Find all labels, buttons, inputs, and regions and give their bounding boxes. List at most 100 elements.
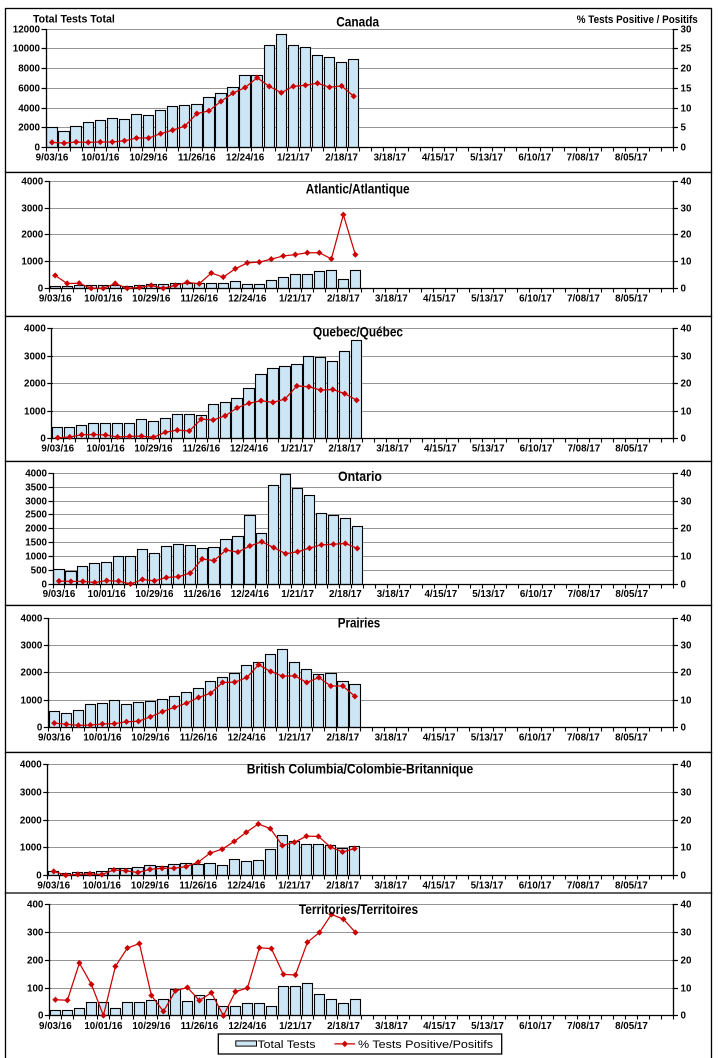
svg-text:9/03/16: 9/03/16	[36, 153, 69, 164]
svg-text:10: 10	[681, 407, 692, 418]
svg-text:8/05/17: 8/05/17	[615, 881, 648, 892]
svg-text:40: 40	[681, 324, 692, 335]
svg-text:0: 0	[681, 143, 687, 154]
svg-text:20: 20	[681, 956, 692, 967]
svg-text:10/29/16: 10/29/16	[129, 153, 168, 164]
svg-text:3000: 3000	[24, 352, 46, 363]
svg-text:0: 0	[37, 723, 43, 734]
svg-text:7/08/17: 7/08/17	[567, 293, 600, 304]
svg-text:2000: 2000	[20, 816, 42, 827]
svg-text:Total Tests: Total Tests	[258, 1039, 316, 1051]
svg-text:6/10/17: 6/10/17	[519, 733, 552, 744]
svg-text:8/05/17: 8/05/17	[615, 153, 648, 164]
svg-text:12/24/16: 12/24/16	[228, 293, 267, 304]
svg-text:9/03/16: 9/03/16	[41, 444, 74, 455]
svg-text:0: 0	[40, 434, 46, 445]
svg-text:6000: 6000	[18, 84, 40, 95]
svg-text:0: 0	[35, 143, 41, 154]
svg-text:Quebec/Québec: Quebec/Québec	[313, 325, 403, 340]
svg-text:11/26/16: 11/26/16	[178, 153, 216, 164]
svg-text:1/21/17: 1/21/17	[279, 1021, 312, 1032]
svg-text:0: 0	[681, 723, 687, 734]
svg-text:2/18/17: 2/18/17	[327, 1021, 360, 1032]
svg-text:Ontario: Ontario	[338, 469, 382, 484]
svg-text:4000: 4000	[21, 614, 43, 625]
svg-text:10: 10	[681, 257, 692, 268]
svg-text:11/26/16: 11/26/16	[181, 1021, 219, 1032]
svg-text:10/01/16: 10/01/16	[83, 881, 122, 892]
svg-text:30: 30	[681, 25, 692, 36]
svg-text:3/18/17: 3/18/17	[375, 733, 408, 744]
svg-text:3/18/17: 3/18/17	[377, 589, 410, 600]
svg-text:6/10/17: 6/10/17	[520, 589, 553, 600]
svg-text:1500: 1500	[25, 538, 47, 549]
svg-text:9/03/16: 9/03/16	[39, 1021, 72, 1032]
svg-text:10/01/16: 10/01/16	[88, 589, 127, 600]
svg-text:2/18/17: 2/18/17	[327, 733, 360, 744]
svg-text:10/01/16: 10/01/16	[81, 153, 120, 164]
svg-text:1000: 1000	[20, 843, 42, 854]
svg-text:4/15/17: 4/15/17	[423, 293, 456, 304]
svg-text:10: 10	[681, 984, 692, 995]
svg-text:5/13/17: 5/13/17	[472, 589, 505, 600]
svg-text:20: 20	[681, 64, 692, 75]
svg-text:7/08/17: 7/08/17	[567, 1021, 600, 1032]
svg-text:2000: 2000	[21, 668, 43, 679]
svg-text:20: 20	[681, 379, 692, 390]
svg-text:2/18/17: 2/18/17	[329, 589, 362, 600]
svg-text:20: 20	[681, 524, 692, 535]
svg-text:3500: 3500	[25, 483, 47, 494]
svg-text:2/18/17: 2/18/17	[327, 293, 360, 304]
svg-text:6/10/17: 6/10/17	[520, 444, 553, 455]
svg-text:300: 300	[27, 928, 44, 939]
svg-text:3000: 3000	[21, 204, 43, 215]
svg-text:10/29/16: 10/29/16	[131, 881, 170, 892]
svg-text:400: 400	[27, 900, 44, 911]
svg-text:10/01/16: 10/01/16	[87, 444, 126, 455]
svg-text:4000: 4000	[25, 469, 47, 480]
svg-text:11/26/16: 11/26/16	[180, 733, 218, 744]
svg-text:6/10/17: 6/10/17	[518, 153, 551, 164]
svg-text:3/18/17: 3/18/17	[374, 881, 407, 892]
svg-text:0: 0	[42, 580, 48, 591]
svg-text:11/26/16: 11/26/16	[179, 881, 217, 892]
svg-text:Atlantic/Atlantique: Atlantic/Atlantique	[306, 182, 410, 197]
svg-text:0: 0	[681, 434, 687, 445]
svg-text:10: 10	[681, 552, 692, 563]
svg-text:30: 30	[681, 928, 692, 939]
svg-text:5/13/17: 5/13/17	[471, 733, 504, 744]
svg-text:30: 30	[681, 204, 692, 215]
svg-text:5/13/17: 5/13/17	[471, 1021, 504, 1032]
svg-text:11/26/16: 11/26/16	[183, 589, 221, 600]
svg-text:3/18/17: 3/18/17	[374, 153, 407, 164]
svg-text:% Tests Positive / Positifs: % Tests Positive / Positifs	[577, 14, 698, 26]
svg-text:Total Tests Total: Total Tests Total	[33, 13, 115, 25]
svg-text:8/05/17: 8/05/17	[615, 733, 648, 744]
svg-text:0: 0	[38, 284, 44, 295]
svg-text:2500: 2500	[25, 510, 47, 521]
svg-text:4/15/17: 4/15/17	[423, 1021, 456, 1032]
svg-text:10000: 10000	[13, 44, 41, 55]
svg-text:2000: 2000	[18, 123, 40, 134]
svg-text:0: 0	[681, 580, 687, 591]
svg-text:1/21/17: 1/21/17	[278, 733, 311, 744]
svg-text:20: 20	[681, 816, 692, 827]
svg-text:Canada: Canada	[336, 14, 379, 29]
svg-text:7/08/17: 7/08/17	[567, 733, 600, 744]
svg-text:4/15/17: 4/15/17	[423, 733, 456, 744]
svg-text:12/24/16: 12/24/16	[227, 881, 266, 892]
svg-text:20: 20	[681, 230, 692, 241]
svg-text:6/10/17: 6/10/17	[519, 881, 552, 892]
svg-text:1000: 1000	[21, 257, 43, 268]
svg-text:12/24/16: 12/24/16	[226, 153, 265, 164]
svg-text:30: 30	[681, 352, 692, 363]
svg-text:10: 10	[681, 696, 692, 707]
svg-text:4000: 4000	[24, 324, 46, 335]
svg-text:12/24/16: 12/24/16	[231, 589, 270, 600]
svg-text:7/08/17: 7/08/17	[567, 444, 600, 455]
svg-text:11/26/16: 11/26/16	[182, 444, 220, 455]
svg-text:8/05/17: 8/05/17	[615, 1021, 648, 1032]
svg-text:12/24/16: 12/24/16	[230, 444, 269, 455]
svg-text:3/18/17: 3/18/17	[375, 293, 408, 304]
svg-text:4/15/17: 4/15/17	[424, 589, 457, 600]
